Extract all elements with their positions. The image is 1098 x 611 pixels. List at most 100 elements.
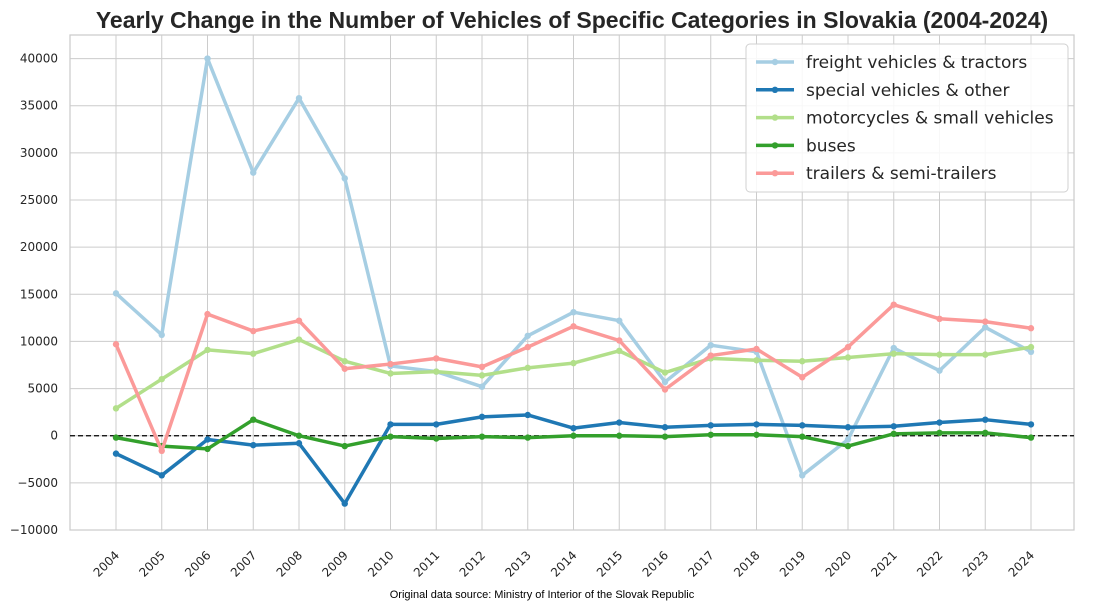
data-point <box>341 175 348 182</box>
data-point <box>112 405 120 412</box>
data-point <box>478 372 486 379</box>
legend-marker <box>771 170 779 177</box>
data-point <box>524 364 531 372</box>
data-point <box>661 369 669 376</box>
legend-label: buses <box>806 136 856 156</box>
data-point <box>707 352 714 359</box>
data-point <box>158 472 165 479</box>
y-tick-label: 5000 <box>27 382 58 396</box>
data-point <box>341 358 348 365</box>
data-point <box>478 413 486 421</box>
x-tick-label: 2013 <box>502 548 533 579</box>
data-point <box>204 436 211 443</box>
data-point <box>204 346 211 354</box>
source-note: Original data source: Ministry of Interi… <box>390 589 695 601</box>
data-point <box>936 419 943 426</box>
data-point <box>890 301 897 308</box>
data-point <box>570 323 577 330</box>
y-tick-label: −10000 <box>10 523 58 537</box>
legend-label: freight vehicles & tractors <box>806 53 1027 73</box>
data-point <box>295 336 303 343</box>
data-point <box>433 435 440 442</box>
data-point <box>753 357 760 364</box>
data-point <box>570 432 577 439</box>
data-point <box>844 436 852 443</box>
data-point <box>844 424 852 431</box>
data-point <box>295 432 303 439</box>
data-point <box>158 331 165 339</box>
data-point <box>1027 348 1035 355</box>
data-point <box>250 350 257 357</box>
data-point <box>295 94 303 102</box>
data-point <box>1027 343 1035 351</box>
y-tick-label: 30000 <box>20 146 58 160</box>
y-tick-label: 15000 <box>20 287 58 301</box>
data-point <box>799 422 806 429</box>
x-tick-label: 2020 <box>823 548 854 579</box>
data-point <box>890 423 897 430</box>
data-point <box>982 416 989 423</box>
data-point <box>616 432 623 439</box>
y-tick-label: 10000 <box>20 334 58 348</box>
series-layer <box>112 55 1035 507</box>
data-point <box>158 375 165 383</box>
data-point <box>341 442 348 450</box>
y-tick-label: 25000 <box>20 193 58 207</box>
data-point <box>844 343 852 351</box>
y-tick-label: 35000 <box>20 99 58 113</box>
x-tick-label: 2008 <box>274 548 305 579</box>
data-point <box>799 374 806 381</box>
data-point <box>982 429 989 437</box>
data-point <box>616 419 623 426</box>
y-tick-label: −5000 <box>17 476 58 490</box>
data-point <box>799 472 806 479</box>
data-point <box>982 318 989 325</box>
x-tick-label: 2016 <box>640 548 671 579</box>
data-point <box>478 433 486 440</box>
data-point <box>661 433 669 440</box>
series-2 <box>112 336 1035 412</box>
data-point <box>112 341 120 348</box>
data-point <box>753 421 760 428</box>
data-point <box>661 386 669 393</box>
data-point <box>570 359 577 367</box>
data-point <box>982 324 989 331</box>
data-point <box>250 327 257 335</box>
data-point <box>387 360 394 368</box>
data-point <box>661 378 669 386</box>
data-point <box>799 358 806 365</box>
data-point <box>661 424 669 431</box>
x-tick-label: 2015 <box>594 548 625 579</box>
legend-marker <box>771 58 779 66</box>
data-point <box>1027 325 1035 332</box>
data-point <box>570 309 577 316</box>
legend-label: special vehicles & other <box>806 81 1009 101</box>
data-point <box>890 344 897 352</box>
data-point <box>1027 421 1035 428</box>
data-point <box>844 354 852 361</box>
data-point <box>753 431 760 438</box>
data-point <box>982 351 989 358</box>
x-tick-label: 2011 <box>411 548 442 579</box>
legend: freight vehicles & tractors special vehic… <box>745 43 1069 193</box>
data-point <box>616 337 623 344</box>
legend-label: motorcycles & small vehicles <box>806 109 1054 129</box>
data-point <box>112 450 120 457</box>
legend-marker <box>771 142 779 149</box>
data-point <box>387 370 394 377</box>
data-point <box>753 345 760 353</box>
data-point <box>936 367 943 374</box>
data-point <box>524 411 531 419</box>
x-tick-label: 2019 <box>777 548 808 579</box>
x-tick-label: 2017 <box>685 548 716 579</box>
data-point <box>1027 434 1035 441</box>
x-tick-label: 2006 <box>182 548 213 579</box>
data-point <box>707 431 714 438</box>
legend-label: trailers & semi-trailers <box>806 164 997 184</box>
x-tick-label: 2022 <box>914 548 945 579</box>
data-point <box>341 500 348 507</box>
data-point <box>341 365 348 372</box>
data-point <box>204 55 211 62</box>
